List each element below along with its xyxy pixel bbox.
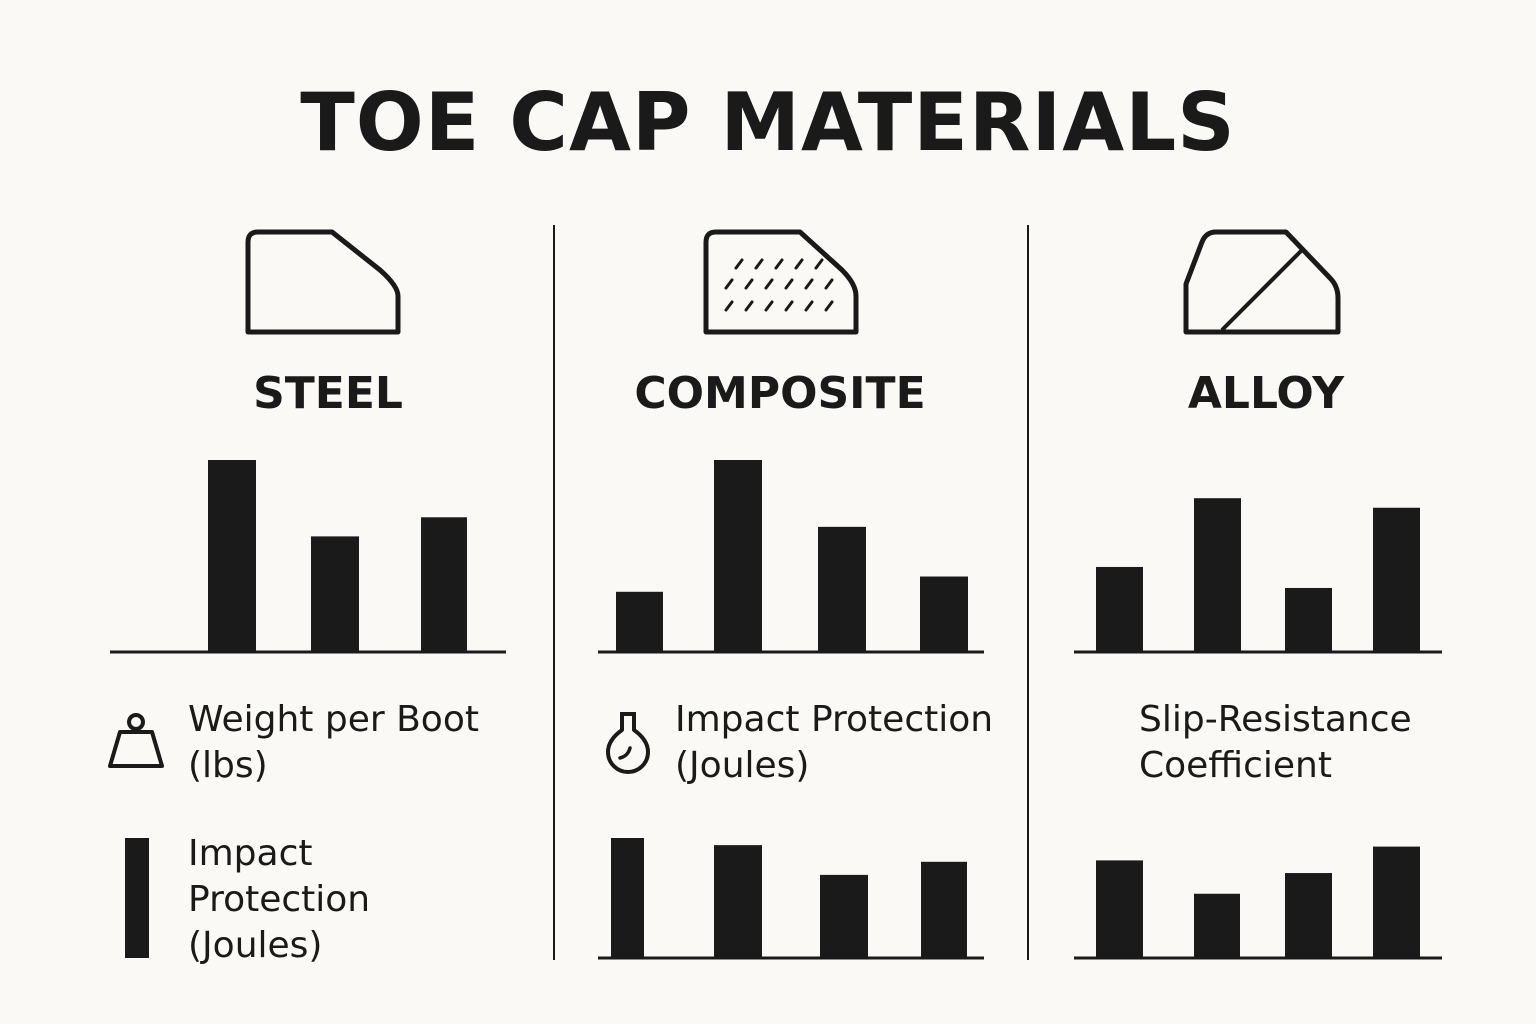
chart-bar (311, 536, 359, 651)
legend-label-steel-impact: Impact Protection (Joules) (188, 833, 371, 966)
chart-bar (616, 591, 663, 651)
flask-icon (606, 712, 650, 774)
chart-bar (1285, 587, 1332, 651)
chart-bar (611, 838, 644, 957)
chart-bar (921, 861, 967, 957)
composite-toe-cap-icon (703, 229, 859, 335)
bar-icon (125, 838, 149, 958)
chart-bar (1285, 873, 1332, 957)
chart-bar (1096, 860, 1143, 957)
chart-bar (1096, 566, 1143, 651)
chart-bar (1373, 507, 1420, 651)
chart-bar (820, 874, 868, 957)
chart-bar (714, 845, 762, 957)
chart-bar (920, 576, 968, 651)
steel-bar-chart (110, 460, 506, 654)
legend-label-alloy: Slip-Resistance Coefficient (1139, 699, 1412, 786)
legend-label-steel: Weight per Boot (lbs) (188, 699, 479, 786)
chart-bar (1373, 846, 1420, 957)
chart-bar (818, 526, 866, 651)
column-divider (1027, 225, 1029, 960)
chart-bar (714, 460, 762, 651)
alloy-bar-chart (1074, 498, 1442, 654)
alloy-toe-cap-icon (1183, 229, 1341, 335)
chart-bar (208, 460, 256, 651)
column-title-composite: COMPOSITE (634, 368, 926, 419)
composite-bar-chart (598, 460, 984, 654)
alloy-lower-bar-chart (1074, 846, 1442, 960)
column-title-alloy: ALLOY (1187, 368, 1345, 419)
composite-lower-bar-chart (598, 838, 984, 960)
column-divider (553, 225, 555, 960)
steel-toe-cap-icon (245, 229, 401, 335)
legend-label-composite: Impact Protection (Joules) (675, 699, 994, 786)
column-title-steel: STEEL (253, 368, 403, 419)
weight-icon (108, 713, 164, 768)
chart-bar (1194, 498, 1241, 651)
page-title: TOE CAP MATERIALS (300, 76, 1236, 169)
chart-bar (421, 517, 467, 651)
chart-bar (1194, 893, 1240, 957)
